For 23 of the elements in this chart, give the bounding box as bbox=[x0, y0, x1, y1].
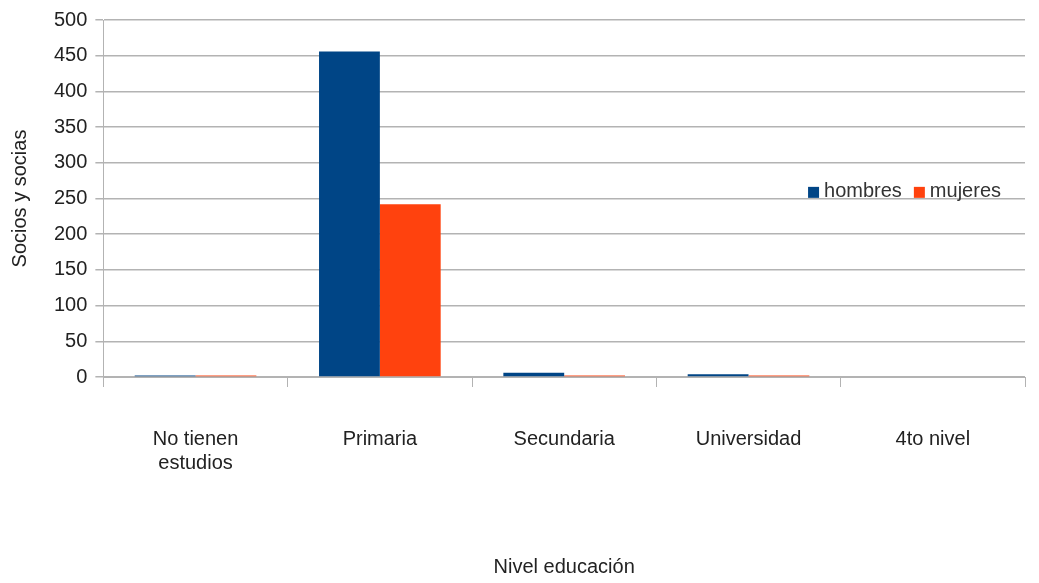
x-tick-label: No tienen estudios bbox=[152, 426, 239, 473]
y-tick-label: 250 bbox=[53, 186, 88, 209]
bar bbox=[687, 374, 749, 377]
y-tick-label: 500 bbox=[53, 7, 88, 30]
x-axis-title: Nivel educación bbox=[493, 554, 635, 577]
x-tick-label: Universidad bbox=[695, 426, 802, 449]
y-tick-label: 150 bbox=[53, 257, 88, 280]
x-tick-label: 4to nivel bbox=[895, 426, 971, 449]
y-tick-label: 100 bbox=[53, 293, 88, 316]
bar bbox=[379, 204, 441, 377]
y-tick-label: 300 bbox=[53, 150, 88, 173]
y-tick-label: 350 bbox=[53, 114, 88, 137]
y-axis-title: Socios y socias bbox=[7, 129, 30, 268]
x-tick-label: Primaria bbox=[342, 426, 418, 449]
x-tick-label: Secundaria bbox=[513, 426, 616, 449]
y-tick-label: 450 bbox=[53, 43, 88, 66]
y-tick-label: 200 bbox=[53, 221, 88, 244]
y-tick-label: 50 bbox=[65, 328, 88, 351]
legend-label: hombres bbox=[824, 178, 902, 201]
legend-label: mujeres bbox=[929, 178, 1002, 201]
y-tick-label: 0 bbox=[76, 364, 88, 387]
y-tick-label: 400 bbox=[53, 78, 88, 101]
bar bbox=[319, 51, 380, 377]
